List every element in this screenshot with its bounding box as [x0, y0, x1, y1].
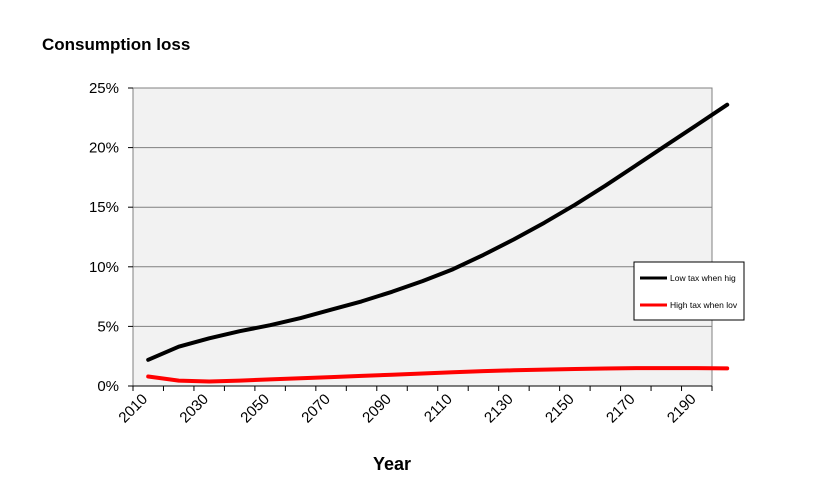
x-tick-label: 2130 — [481, 391, 517, 427]
legend-label: High tax when lov — [670, 300, 738, 310]
y-tick-label: 25% — [89, 80, 119, 97]
plot-area — [132, 87, 713, 387]
legend-label: Low tax when hig — [670, 273, 736, 283]
y-axis: 0% 5% 10% 15% 20% 25% — [89, 80, 133, 395]
x-axis-label: Year — [373, 454, 411, 474]
gridlines — [133, 147, 712, 327]
chart-title: Consumption loss — [42, 35, 191, 54]
x-tick-label: 2050 — [237, 391, 273, 427]
legend: Low tax when hig High tax when lov — [633, 261, 745, 321]
x-tick-label: 2030 — [176, 391, 212, 427]
x-tick-label: 2110 — [421, 391, 456, 426]
y-tick-label: 5% — [97, 318, 119, 335]
x-tick-label: 2170 — [603, 391, 639, 427]
x-axis: 2010 2030 2050 2070 2090 2110 2130 2150 2170 2190 — [115, 385, 713, 427]
x-tick-label: 2090 — [359, 391, 395, 427]
y-tick-label: 20% — [89, 140, 119, 157]
series-line — [146, 366, 730, 384]
x-tick-label: 2150 — [542, 391, 578, 427]
y-tick-label: 0% — [97, 378, 119, 395]
legend-box — [633, 261, 745, 321]
x-tick-label: 2010 — [115, 391, 151, 427]
y-tick-label: 15% — [89, 199, 119, 216]
x-tick-label: 2070 — [298, 391, 334, 427]
series-line — [146, 102, 730, 362]
series-lines — [146, 102, 730, 384]
y-tick-label: 10% — [89, 259, 119, 276]
x-tick-label: 2190 — [664, 391, 700, 427]
